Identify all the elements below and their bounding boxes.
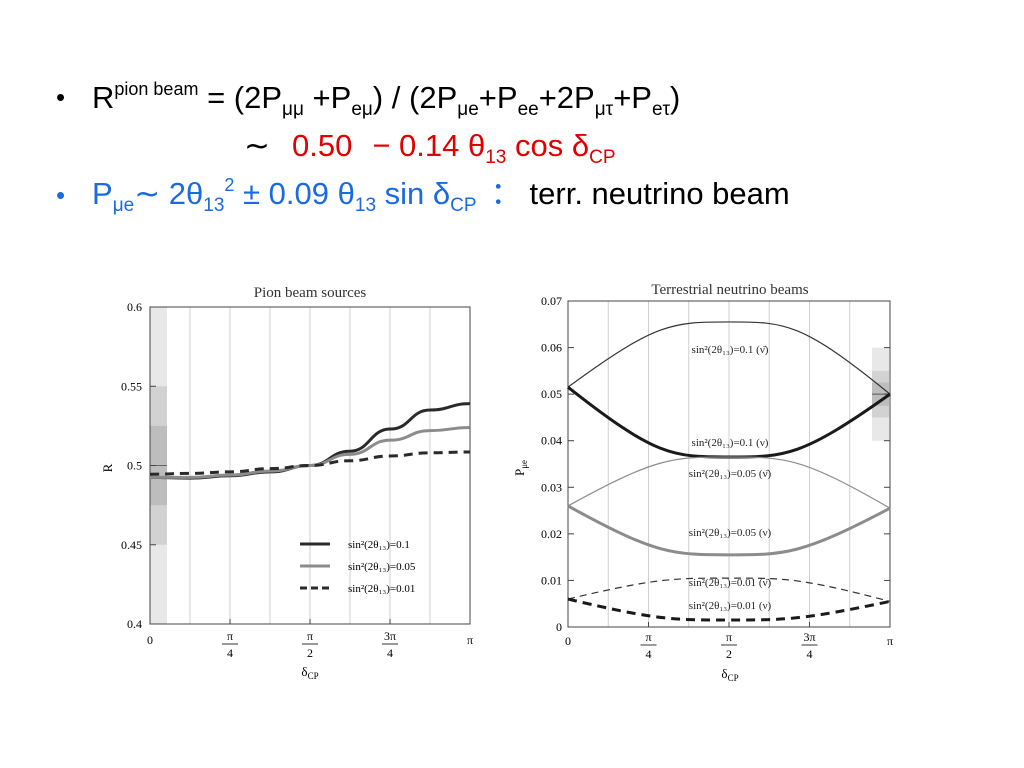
series-label: sin²(2θ₁₃)=0.1 (ν) <box>692 437 769 449</box>
x-tick-label: 4 <box>387 646 393 660</box>
formula-text: +P <box>303 80 352 115</box>
chart-title: Pion beam sources <box>254 285 367 301</box>
x-axis-label: δCP <box>301 664 318 681</box>
series-line <box>567 321 891 395</box>
formula-text: +P <box>613 80 652 115</box>
series-line <box>567 597 891 622</box>
formula-text: ) <box>670 80 681 115</box>
bullet-2: • <box>56 180 66 210</box>
blue-term: sin δ <box>376 176 451 211</box>
legend-label: sin²(2θ₁₃)=0.01 <box>348 583 415 595</box>
x-tick-label: π <box>726 630 732 644</box>
y-tick-label: 0.07 <box>541 294 562 308</box>
y-tick-label: 0.02 <box>541 527 562 541</box>
bullet-1: • <box>56 82 66 112</box>
x-tick-label: 2 <box>307 646 313 660</box>
x-tick-label: 4 <box>646 647 652 661</box>
x-tick-label: 4 <box>807 647 813 661</box>
y-tick-label: 0.55 <box>121 379 142 393</box>
red-sub: 13 <box>485 147 507 169</box>
y-axis-label: R <box>100 463 115 472</box>
x-tick-label: π <box>645 630 651 644</box>
red-value: 0.50 <box>291 128 353 163</box>
legend-label: sin²(2θ₁₃)=0.1 <box>348 539 410 551</box>
series-line <box>149 450 470 476</box>
formula-line-3: Pμe∼ 2θ132 ± 0.09 θ13 sin δCP： terr. neut… <box>92 174 790 216</box>
shade-band <box>872 347 889 441</box>
formula-sub: μe <box>457 99 479 121</box>
chart-pion-beam: Pion beam sources 0.4 0.45 0.5 0.55 0.6 0 π 4 π 2… <box>100 285 473 681</box>
y-tick-label: 0.4 <box>127 617 142 631</box>
chart-title: Terrestrial neutrino beams <box>651 282 808 298</box>
tilde: ∼ <box>244 128 270 163</box>
x-tick-label: 3π <box>803 630 815 644</box>
x-tick-label: 2 <box>726 647 732 661</box>
y-tick-label: 0.03 <box>541 480 562 494</box>
y-tick-label: 0.01 <box>541 573 562 587</box>
formula-text: +P <box>478 80 518 115</box>
formula-sub: μτ <box>594 99 614 121</box>
y-axis-label: Pμe <box>512 460 529 476</box>
formula-sub: eτ <box>651 99 671 121</box>
chart-terrestrial: Terrestrial neutrino beams 0 0.01 0.02 0.03… <box>512 282 893 683</box>
series-label: sin²(2θ₁₃)=0.01 (ν) <box>689 600 772 612</box>
y-tick-label: 0.45 <box>121 538 142 552</box>
red-term: cos δ <box>506 128 590 163</box>
x-tick-label: π <box>227 629 233 643</box>
formula-line-1: Rpion beam = (2Pμμ +Peμ) / (2Pμe+Pee+2Pμ… <box>92 78 681 120</box>
blue-term: ± 0.09 θ <box>234 176 355 211</box>
formula-sub: ee <box>517 99 539 121</box>
blue-term: P <box>92 176 113 211</box>
y-tick-label: 0.06 <box>541 341 562 355</box>
series-label: sin²(2θ₁₃)=0.01 (ν̄) <box>689 577 772 589</box>
y-tick-label: 0.04 <box>541 434 562 448</box>
legend-label: sin²(2θ₁₃)=0.05 <box>348 561 416 573</box>
x-tick-label: 4 <box>227 646 233 660</box>
formula-R: R <box>92 80 115 115</box>
colon: ： <box>490 176 522 211</box>
x-tick-label: π <box>467 633 473 647</box>
formula-sup: pion beam <box>114 78 199 99</box>
formula-sub: μμ <box>282 99 304 121</box>
formula-text: = (2P <box>198 80 283 115</box>
blue-sup: 2 <box>224 174 235 195</box>
blue-sub: 13 <box>354 195 377 217</box>
x-tick-label: π <box>887 634 893 648</box>
x-tick-label: 0 <box>565 634 571 648</box>
y-tick-label: 0.5 <box>127 459 142 473</box>
blue-sub: 13 <box>203 195 225 217</box>
formula-text: ) / (2P <box>372 80 458 115</box>
series-label: sin²(2θ₁₃)=0.05 (ν) <box>689 527 772 539</box>
x-tick-label: π <box>307 629 313 643</box>
blue-sub: CP <box>450 195 477 217</box>
formula-line-2: ∼ 0.50 − 0.14 θ13 cos δCP <box>244 128 616 167</box>
series-line <box>567 577 891 602</box>
formula-sub: eμ <box>351 99 373 121</box>
blue-term: ∼ 2θ <box>134 176 204 211</box>
beam-label: terr. neutrino beam <box>529 176 790 211</box>
x-axis-label: δCP <box>721 666 738 683</box>
series-label: sin²(2θ₁₃)=0.05 (ν̄) <box>689 468 772 480</box>
x-tick-label: 0 <box>147 633 153 647</box>
y-tick-label: 0 <box>556 620 562 634</box>
blue-sub: μe <box>112 195 135 217</box>
formula-text: +2P <box>538 80 595 115</box>
red-term: − 0.14 θ <box>372 128 486 163</box>
y-tick-label: 0.6 <box>127 300 142 314</box>
series-line <box>567 504 891 557</box>
x-tick-label: 3π <box>384 629 396 643</box>
red-sub: CP <box>589 147 616 169</box>
series-line <box>150 425 470 479</box>
y-tick-label: 0.05 <box>541 387 562 401</box>
series-label: sin²(2θ₁₃)=0.1 (ν̄) <box>692 344 769 356</box>
series-line <box>567 456 891 509</box>
